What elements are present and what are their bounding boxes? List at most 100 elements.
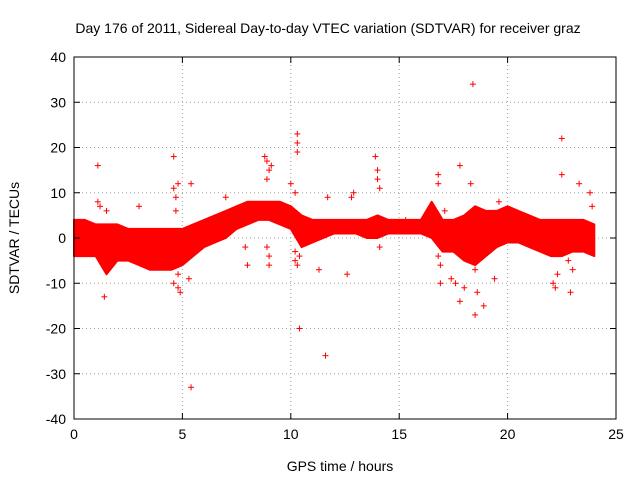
y-tick-label: -30 [46,366,66,382]
data-point-plus [294,149,301,156]
data-point-plus [268,162,275,169]
data-point-plus [261,153,268,160]
data-point-plus [435,253,442,260]
y-tick-label: -40 [46,411,66,427]
data-point-plus [374,176,381,183]
data-point-plus [322,352,329,359]
data-point-plus [175,284,182,291]
data-point-plus [222,194,229,201]
data-point-plus [491,275,498,282]
data-point-plus [480,302,487,309]
data-point-plus [437,262,444,269]
data-point-plus [569,266,576,273]
y-tick-label: -10 [46,275,66,291]
y-tick-label: 10 [50,185,66,201]
data-point-plus [567,289,574,296]
data-point-plus [324,194,331,201]
data-point-plus [188,180,195,187]
data-point-plus [188,384,195,391]
y-tick-label: 40 [50,49,66,65]
data-point-plus [344,271,351,278]
data-point-plus [452,280,459,287]
data-point-plus [296,325,303,332]
data-point-plus [448,275,455,282]
data-point-plus [589,203,596,210]
data-point-plus [552,284,559,291]
x-tick-label: 10 [283,426,299,442]
data-point-plus [185,275,192,282]
data-point-plus [294,139,301,146]
data-point-plus [296,253,303,260]
x-axis-title: GPS time / hours [287,458,394,474]
data-point-plus [376,185,383,192]
data-point-plus [136,203,143,210]
data-point-plus [177,289,184,296]
data-point-plus [576,180,583,187]
data-point-plus [437,280,444,287]
data-point-plus [456,162,463,169]
y-axis-title: SDTVAR / TECUs [6,182,22,294]
data-point-plus [292,248,299,255]
data-point-plus [435,171,442,178]
data-point-plus [441,207,448,214]
data-point-plus [263,176,270,183]
data-point-plus [294,130,301,137]
data-point-plus [242,244,249,251]
x-tick-label: 0 [70,426,78,442]
axis-ticks: 0 5 10 15 20 25 -40 -30 -20 -10 0 10 20 30 40 [46,49,624,442]
data-point-plus [565,257,572,264]
x-tick-label: 25 [608,426,624,442]
x-tick-label: 20 [500,426,516,442]
data-point-plus [374,167,381,174]
data-point-plus [172,194,179,201]
data-point-plus [472,311,479,318]
data-point-plus [558,171,565,178]
data-point-plus [294,262,301,269]
data-point-plus [97,203,104,210]
y-tick-label: 30 [50,94,66,110]
data-point-plus [586,189,593,196]
data-point-plus [266,167,273,174]
data-point-plus [292,189,299,196]
data-point-plus [103,207,110,214]
data-point-plus [435,180,442,187]
data-point-plus [263,244,270,251]
data-point-plus [495,198,502,205]
y-tick-label: 20 [50,140,66,156]
data-point-plus [469,253,476,260]
x-tick-label: 5 [179,426,187,442]
data-point-plus [554,271,561,278]
data-point-plus [170,280,177,287]
data-point-plus [94,198,101,205]
y-tick-label: 0 [58,230,66,246]
data-point-plus [170,185,177,192]
data-point-plus [266,262,273,269]
data-point-plus [292,257,299,264]
x-tick-label: 15 [391,426,407,442]
data-point-plus [348,194,355,201]
data-point-plus [175,180,182,187]
data-point-plus [469,81,476,88]
data-point-plus [101,293,108,300]
data-point-plus [172,207,179,214]
data-point-plus [558,135,565,142]
dense-data-band [73,200,596,276]
data-point-plus [170,153,177,160]
data-series-sdtvar [73,81,596,391]
data-point-plus [263,158,270,165]
data-point-plus [456,298,463,305]
data-point-plus [94,162,101,169]
chart-title: Day 176 of 2011, Sidereal Day-to-day VTE… [75,20,580,36]
data-point-plus [474,289,481,296]
data-point-plus [402,216,409,223]
data-point-plus [550,280,557,287]
data-point-plus [287,180,294,187]
data-point-plus [467,180,474,187]
data-point-plus [472,266,479,273]
data-point-plus [266,253,273,260]
data-point-plus [175,271,182,278]
data-point-plus [376,244,383,251]
data-point-plus [372,153,379,160]
y-tick-label: -20 [46,321,66,337]
